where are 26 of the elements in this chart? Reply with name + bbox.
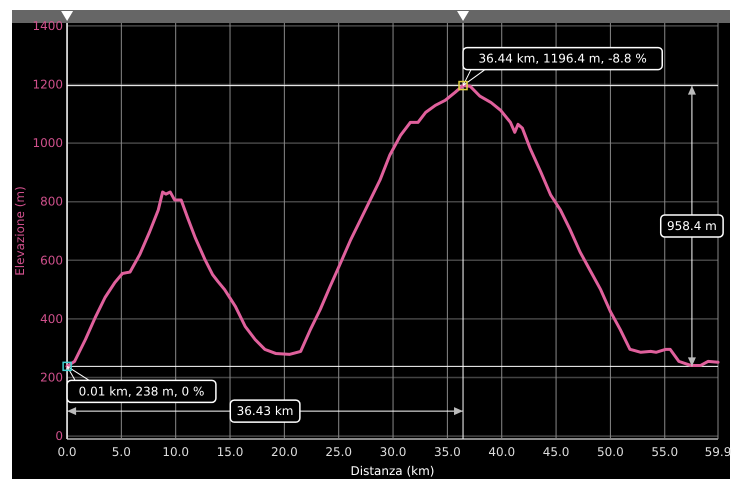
x-tick-label: 15.0 — [216, 445, 244, 459]
x-tick-label: 40.0 — [488, 445, 516, 459]
annotation: 36.44 km, 1196.4 m, -8.8 % — [478, 52, 647, 66]
y-tick-label: 1200 — [32, 78, 63, 92]
y-tick-label: 1000 — [32, 136, 63, 150]
x-tick-label: 45.0 — [542, 445, 570, 459]
x-tick-label: 30.0 — [380, 445, 406, 459]
y-tick-label: 200 — [40, 370, 63, 384]
y-tick-label: 400 — [40, 312, 63, 326]
y-tick-label: 1400 — [32, 18, 63, 33]
x-tick-label: 5.0 — [112, 445, 131, 459]
y-tick-label: 800 — [40, 194, 63, 209]
y-tick-label: 0 — [55, 429, 63, 444]
annotation: 36.43 km — [236, 404, 294, 418]
x-tick-label: 50.0 — [597, 445, 624, 459]
x-tick-label: 55.0 — [651, 445, 678, 459]
annotation: 958.4 m — [666, 218, 717, 233]
x-tick-label: 25.0 — [325, 445, 352, 459]
x-tick-label: 10.0 — [162, 445, 190, 459]
y-axis-title: Elevazione (m) — [13, 186, 27, 276]
y-tick-label: 600 — [40, 253, 63, 268]
x-tick-label: 35.0 — [434, 445, 461, 459]
x-tick-label: 0.0 — [57, 445, 77, 459]
x-tick-label: 20.0 — [271, 445, 298, 459]
x-axis-title: Distanza (km) — [350, 464, 434, 478]
annotation: 0.01 km, 238 m, 0 % — [78, 384, 204, 398]
